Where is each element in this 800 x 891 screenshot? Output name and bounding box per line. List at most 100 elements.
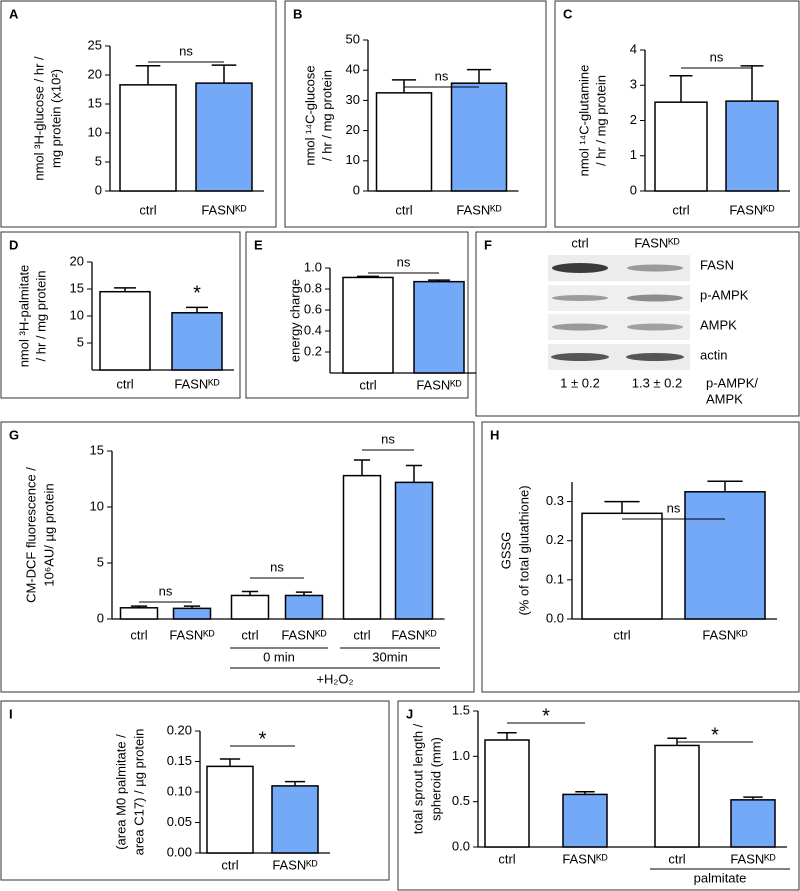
row-label: p-AMPK — [700, 287, 749, 302]
blot-band — [551, 353, 609, 361]
y-axis-label: nmol ¹⁴C-glucose — [302, 65, 317, 165]
y-tick-label: 1.0 — [452, 748, 470, 763]
x-tick-label: FASNᴷᴰ — [702, 627, 747, 642]
bar — [342, 474, 382, 620]
y-tick-label: 3 — [630, 77, 637, 92]
y-axis-label: / hr / mg protein — [33, 270, 48, 361]
y-tick-label: 0.05 — [167, 814, 192, 829]
y-tick-label: 5 — [77, 334, 84, 349]
y-tick-label: 15 — [90, 442, 104, 457]
y-tick-label: 50 — [346, 31, 360, 46]
bar — [484, 739, 530, 848]
panel-border — [554, 0, 800, 228]
x-tick-label: FASNᴷᴰ — [416, 377, 461, 392]
panel-border — [475, 231, 800, 417]
panel-border — [397, 700, 800, 891]
y-tick-label: 0.1 — [546, 571, 564, 586]
y-tick-label: 30 — [346, 92, 360, 107]
panel-letter: B — [293, 6, 302, 21]
group-label: +H₂O₂ — [316, 671, 353, 686]
panel-letter: H — [490, 427, 499, 442]
y-axis-label: nmol ³H-palmitate — [16, 265, 31, 368]
y-axis-label: (area M0 palmitate / — [113, 734, 128, 850]
y-axis-label: nmol ³H-glucose / hr / — [31, 56, 46, 181]
y-tick-label: 5 — [95, 153, 102, 168]
y-tick-label: 10 — [70, 307, 84, 322]
y-tick-label: 0.10 — [167, 783, 192, 798]
quantification-label: AMPK — [706, 391, 743, 406]
blot-band — [552, 263, 608, 273]
x-tick-label: FASNᴷᴰ — [281, 627, 326, 642]
y-tick-label: 40 — [346, 62, 360, 77]
y-tick-label: 0.4 — [304, 322, 322, 337]
panel-border — [0, 231, 241, 399]
significance-label: ns — [667, 500, 681, 515]
y-tick-label: 10 — [90, 498, 104, 513]
bar — [206, 765, 254, 854]
bar — [99, 290, 151, 371]
x-tick-label: ctrl — [359, 377, 376, 392]
bar — [342, 276, 394, 374]
x-tick-label: ctrl — [672, 202, 689, 217]
panel-letter: D — [9, 237, 18, 252]
significance-label: * — [193, 282, 201, 304]
x-tick-label: FASNᴷᴰ — [169, 627, 214, 642]
y-tick-label: 1.0 — [304, 259, 322, 274]
y-tick-label: 0.00 — [167, 844, 192, 859]
y-tick-label: 0.6 — [304, 301, 322, 316]
blot-band — [626, 353, 684, 361]
significance-label: * — [711, 724, 719, 746]
row-label: actin — [700, 347, 727, 362]
bar — [562, 793, 608, 848]
y-axis-label: / hr / mg protein — [593, 75, 608, 166]
panel-letter: J — [406, 706, 413, 721]
bar — [725, 100, 779, 192]
x-tick-label: ctrl — [668, 851, 685, 866]
y-axis-label: (% of total glutathione) — [516, 485, 531, 615]
y-tick-label: 2 — [630, 112, 637, 127]
bar — [684, 491, 766, 620]
bar — [730, 799, 776, 848]
significance-label: * — [259, 728, 267, 750]
bar — [119, 607, 159, 620]
x-tick-label: FASNᴷᴰ — [730, 851, 775, 866]
y-axis-label: total sprout length / — [410, 723, 425, 834]
blot-band — [552, 295, 608, 301]
bar — [394, 481, 434, 620]
bar — [230, 594, 270, 620]
x-tick-label: ctrl — [130, 627, 147, 642]
panel-border — [245, 231, 469, 399]
y-tick-label: 0.2 — [304, 343, 322, 358]
y-axis-label: CM-DCF fluorescence / — [23, 467, 38, 603]
bar — [271, 785, 319, 854]
y-tick-label: 5 — [97, 554, 104, 569]
x-tick-label: ctrl — [353, 627, 370, 642]
y-tick-label: 15 — [70, 280, 84, 295]
x-tick-label: FASNᴷᴰ — [174, 376, 219, 391]
y-tick-label: 10 — [346, 152, 360, 167]
panel-letter: F — [484, 237, 492, 252]
bar — [581, 512, 663, 620]
panel-border — [284, 0, 547, 228]
group-label: palmitate — [694, 870, 747, 885]
panel-letter: G — [9, 427, 19, 442]
bar — [375, 92, 433, 192]
y-tick-label: 0.8 — [304, 280, 322, 295]
y-tick-label: 15 — [88, 95, 102, 110]
panel-letter: C — [563, 6, 573, 21]
blot-band — [627, 294, 683, 302]
group-label: 0 min — [263, 649, 295, 664]
y-tick-label: 20 — [70, 253, 84, 268]
y-tick-label: 0 — [353, 182, 360, 197]
blot-band — [552, 323, 608, 331]
significance-label: ns — [397, 254, 411, 269]
y-tick-label: 25 — [88, 37, 102, 52]
y-tick-label: 0.15 — [167, 753, 192, 768]
y-axis-label: area C17) / µg protein — [131, 729, 146, 856]
y-axis-label: spheroid (mm) — [428, 737, 443, 821]
quantification-label: p-AMPK/ — [706, 375, 758, 390]
y-tick-label: 0.5 — [452, 793, 470, 808]
y-tick-label: 20 — [88, 66, 102, 81]
y-tick-label: 0 — [97, 610, 104, 625]
